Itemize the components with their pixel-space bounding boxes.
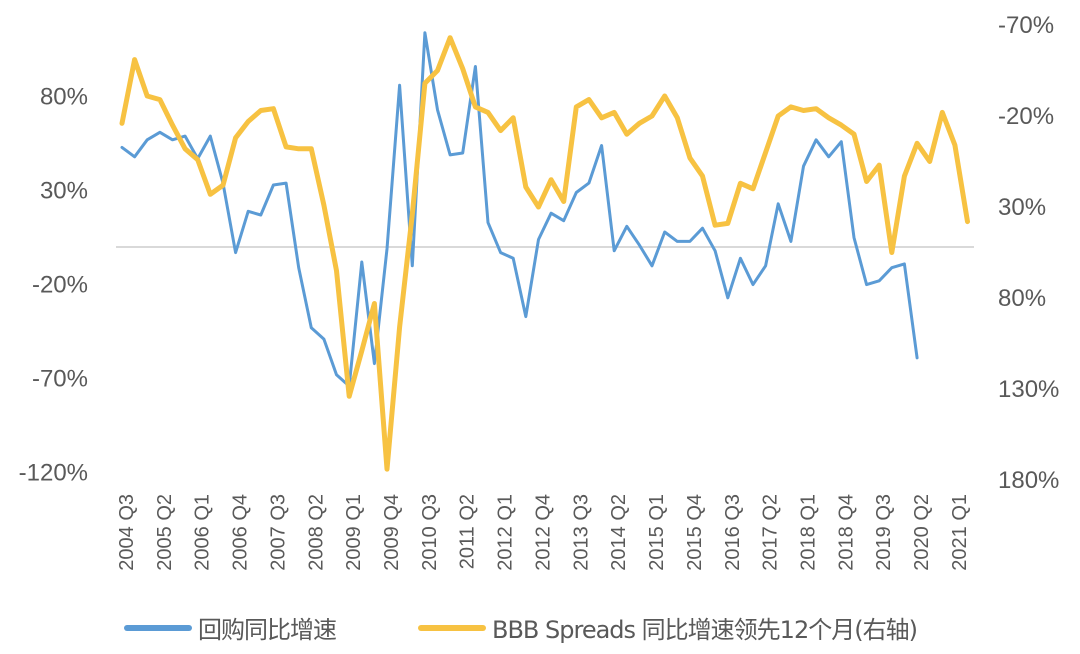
x-axis-tick-label: 2006 Q4 (230, 494, 252, 571)
x-axis: 2004 Q3 2005 Q2 2006 Q1 2006 Q4 2007 Q3 2008 … (116, 494, 971, 571)
x-axis-tick-label: 2013 Q3 (570, 494, 592, 571)
dual-axis-line-chart: 80% 30% -20% -70% -120% -70% -20% 30% 80% 130% 18… (19, 12, 1060, 571)
left-axis-tick-label: -70% (32, 366, 88, 393)
legend-swatch-yellow (418, 624, 486, 631)
x-axis-tick-label: 2007 Q3 (267, 494, 289, 571)
x-axis-tick-label: 2012 Q1 (495, 494, 517, 571)
left-axis-tick-label: -120% (19, 460, 88, 487)
left-axis-tick-label: 30% (40, 178, 88, 205)
x-axis-tick-label: 2004 Q3 (116, 494, 138, 571)
x-axis-tick-label: 2014 Q2 (608, 494, 630, 571)
buyback-yoy-line (120, 31, 919, 388)
right-y-axis: -70% -20% 30% 80% 130% 180% (998, 12, 1059, 494)
x-axis-tick-label: 2020 Q2 (911, 494, 933, 571)
x-axis-tick-label: 2018 Q1 (797, 494, 819, 571)
right-axis-tick-label: 130% (998, 376, 1059, 403)
x-axis-tick-label: 2018 Q4 (835, 494, 857, 571)
x-axis-tick-label: 2009 Q1 (343, 494, 365, 571)
right-axis-tick-label: 80% (998, 285, 1046, 312)
x-axis-tick-label: 2009 Q4 (381, 494, 403, 571)
series-layer (119, 31, 970, 472)
legend-label: BBB Spreads 同比增速领先12个月(右轴) (492, 616, 918, 644)
x-axis-tick-label: 2005 Q2 (154, 494, 176, 571)
bbb-spreads-yoy-line (119, 35, 970, 472)
x-axis-tick-label: 2010 Q3 (419, 494, 441, 571)
right-axis-tick-label: 180% (998, 467, 1059, 494)
left-y-axis: 80% 30% -20% -70% -120% (19, 84, 88, 487)
legend-swatch-blue (124, 624, 192, 631)
x-axis-tick-label: 2021 Q1 (949, 494, 971, 571)
right-axis-tick-label: -20% (998, 103, 1054, 130)
legend: 回购同比增速 BBB Spreads 同比增速领先12个月(右轴) (0, 600, 1080, 650)
x-axis-tick-label: 2015 Q1 (646, 494, 668, 571)
x-axis-tick-label: 2012 Q4 (532, 494, 554, 571)
x-axis-tick-label: 2019 Q3 (873, 494, 895, 571)
x-axis-tick-label: 2016 Q3 (722, 494, 744, 571)
x-axis-tick-label: 2017 Q2 (760, 494, 782, 571)
x-axis-tick-label: 2006 Q1 (192, 494, 214, 571)
legend-item-bbb-spreads: BBB Spreads 同比增速领先12个月(右轴) (418, 610, 918, 645)
x-axis-tick-label: 2015 Q4 (684, 494, 706, 571)
x-axis-tick-label: 2008 Q2 (305, 494, 327, 571)
x-axis-tick-label: 2011 Q2 (457, 494, 479, 569)
left-axis-tick-label: 80% (40, 84, 88, 111)
right-axis-tick-label: 30% (998, 194, 1046, 221)
legend-item-buyback: 回购同比增速 (124, 610, 337, 645)
right-axis-tick-label: -70% (998, 12, 1054, 39)
left-axis-tick-label: -20% (32, 272, 88, 299)
legend-label: 回购同比增速 (198, 616, 337, 644)
